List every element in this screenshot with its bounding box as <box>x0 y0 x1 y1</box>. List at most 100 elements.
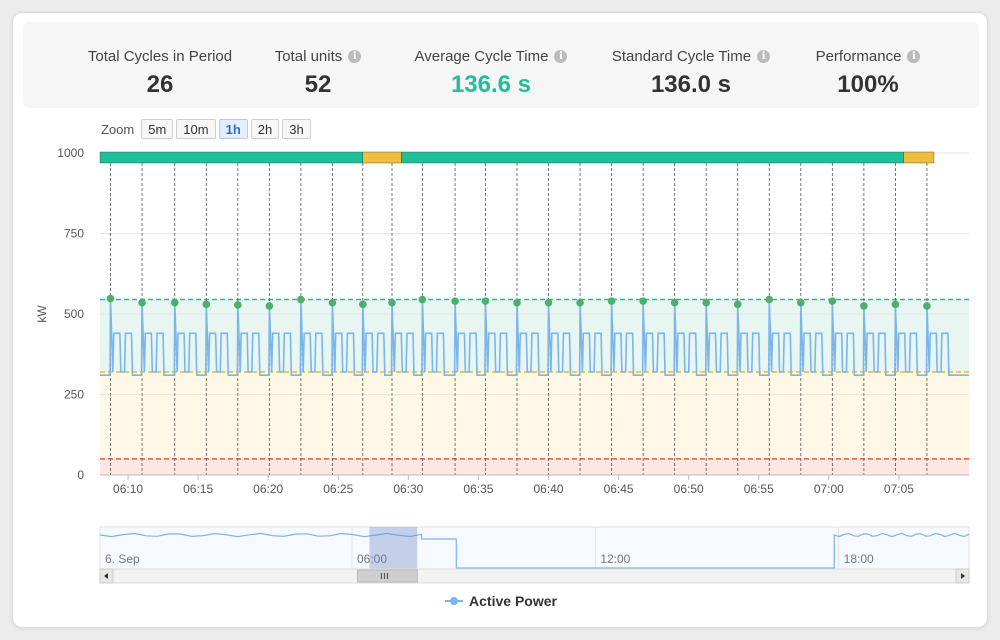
y-tick-label: 500 <box>64 307 84 321</box>
cycle-peak-point <box>923 302 931 310</box>
kpi-value: 26 <box>146 71 174 98</box>
kpi-total-cycles: Total Cycles in Period 26 <box>85 22 235 99</box>
status-segment <box>362 151 402 164</box>
cycle-peak-point <box>170 298 179 307</box>
status-segment <box>903 151 935 164</box>
scrollbar-track <box>99 568 970 584</box>
kpi-value: 136.6 s <box>450 71 532 98</box>
x-tick-label: 06:45 <box>604 482 634 496</box>
x-tick-label: 07:00 <box>814 482 844 496</box>
plot-band <box>100 153 969 300</box>
cycle-peak-point <box>481 297 490 305</box>
kpi-label-text: Performance <box>815 48 902 65</box>
kpi-value: 52 <box>304 71 332 98</box>
info-icon[interactable]: i <box>757 50 771 63</box>
navigator-tick-label: 06:00 <box>357 552 387 566</box>
x-tick-label: 06:30 <box>393 482 423 496</box>
y-tick-label: 1000 <box>57 146 84 160</box>
kpi-performance: Performance i 100% <box>798 22 938 99</box>
legend-item-active-power[interactable]: Active Power <box>445 593 557 609</box>
cycle-peak-point <box>202 300 211 309</box>
kpi-label-text: Total Cycles in Period <box>87 48 233 65</box>
x-tick-label: 06:50 <box>674 482 704 496</box>
kpi-value: 100% <box>837 71 899 98</box>
chevron-left-icon <box>104 573 108 579</box>
legend: Active Power <box>13 593 989 609</box>
cycle-peak-point <box>891 300 900 309</box>
navigator-tick-label: 18:00 <box>844 552 874 566</box>
plot-band <box>100 371 969 459</box>
legend-line-icon <box>445 597 464 605</box>
y-tick-label: 250 <box>64 388 84 402</box>
kpi-label: Standard Cycle Time i <box>601 48 781 65</box>
kpi-label-text: Average Cycle Time <box>414 48 549 65</box>
status-segment <box>401 151 904 164</box>
kpi-label-text: Standard Cycle Time <box>611 48 752 65</box>
y-tick-label: 750 <box>64 227 84 241</box>
kpi-label-text: Total units <box>274 48 343 65</box>
cycle-peak-point <box>138 298 146 307</box>
y-axis-label: kW <box>35 305 49 323</box>
cycle-peak-point <box>576 298 584 307</box>
legend-label: Active Power <box>469 593 557 609</box>
x-tick-label: 06:35 <box>463 482 493 496</box>
kpi-label: Average Cycle Time i <box>406 48 576 65</box>
y-tick-label: 0 <box>77 468 84 482</box>
zoom-10m-button[interactable]: 10m <box>176 119 216 139</box>
cycle-peak-point <box>265 302 274 310</box>
cycle-peak-point <box>607 297 616 305</box>
cycle-peak-point <box>234 301 242 309</box>
zoom-5m-button[interactable]: 5m <box>141 119 174 139</box>
cycle-peak-point <box>328 298 337 307</box>
cycle-peak-point <box>451 297 459 305</box>
x-tick-label: 06:10 <box>113 482 143 496</box>
cycle-peak-point <box>106 294 115 303</box>
cycle-peak-point <box>797 298 805 307</box>
info-icon[interactable]: i <box>554 50 568 63</box>
cycle-peak-point <box>359 300 367 309</box>
plot-band <box>100 458 969 475</box>
kpi-label: Total units i <box>263 48 373 65</box>
kpi-value: 136.0 s <box>650 71 732 98</box>
kpi-panel: Total Cycles in Period 26 Total units i 5… <box>23 22 979 108</box>
kpi-label: Total Cycles in Period <box>85 48 235 65</box>
cycle-peak-point <box>544 298 553 307</box>
cycle-peak-point <box>418 295 427 304</box>
cycle-peak-point <box>639 297 647 305</box>
cycle-peak-point <box>297 295 305 304</box>
navigator-plot <box>99 526 970 571</box>
zoom-1h-button[interactable]: 1h <box>218 119 248 139</box>
zoom-3h-button[interactable]: 3h <box>282 119 311 139</box>
cycle-peak-point <box>513 298 521 307</box>
kpi-average-cycle-time: Average Cycle Time i 136.6 s <box>406 22 576 99</box>
cycle-peak-point <box>828 297 837 305</box>
chevron-right-icon <box>961 573 965 579</box>
cycle-peak-point <box>388 298 396 307</box>
cycle-peak-point <box>702 298 710 307</box>
x-tick-label: 06:20 <box>253 482 283 496</box>
x-tick-label: 06:25 <box>323 482 353 496</box>
navigator[interactable]: 6. Sep 06:00 12:00 18:00 <box>13 525 989 587</box>
navigator-series <box>99 532 970 569</box>
navigator-tick-label: 6. Sep <box>105 552 140 566</box>
info-icon[interactable]: i <box>348 50 362 63</box>
kpi-total-units: Total units i 52 <box>263 22 373 99</box>
cycle-peak-point <box>733 300 742 309</box>
zoom-controls: Zoom 5m 10m 1h 2h 3h <box>101 119 311 139</box>
x-tick-label: 06:15 <box>183 482 213 496</box>
status-segment <box>99 151 364 164</box>
info-icon[interactable]: i <box>907 50 921 63</box>
kpi-standard-cycle-time: Standard Cycle Time i 136.0 s <box>601 22 781 99</box>
cycle-peak-point <box>765 295 774 304</box>
navigator-tick-label: 12:00 <box>600 552 630 566</box>
zoom-label: Zoom <box>101 121 135 137</box>
kpi-label: Performance i <box>798 48 938 65</box>
plot-band <box>100 299 969 372</box>
cycle-peak-point <box>860 302 868 310</box>
x-tick-label: 06:40 <box>534 482 564 496</box>
power-chart[interactable]: 0 250 500 750 1000 kW 06:10 06:15 06:20 06:25 06:3… <box>13 141 989 521</box>
zoom-2h-button[interactable]: 2h <box>250 119 280 139</box>
x-tick-label: 07:05 <box>884 482 914 496</box>
cycle-peak-point <box>670 298 679 307</box>
dashboard-card: Total Cycles in Period 26 Total units i 5… <box>12 12 988 628</box>
